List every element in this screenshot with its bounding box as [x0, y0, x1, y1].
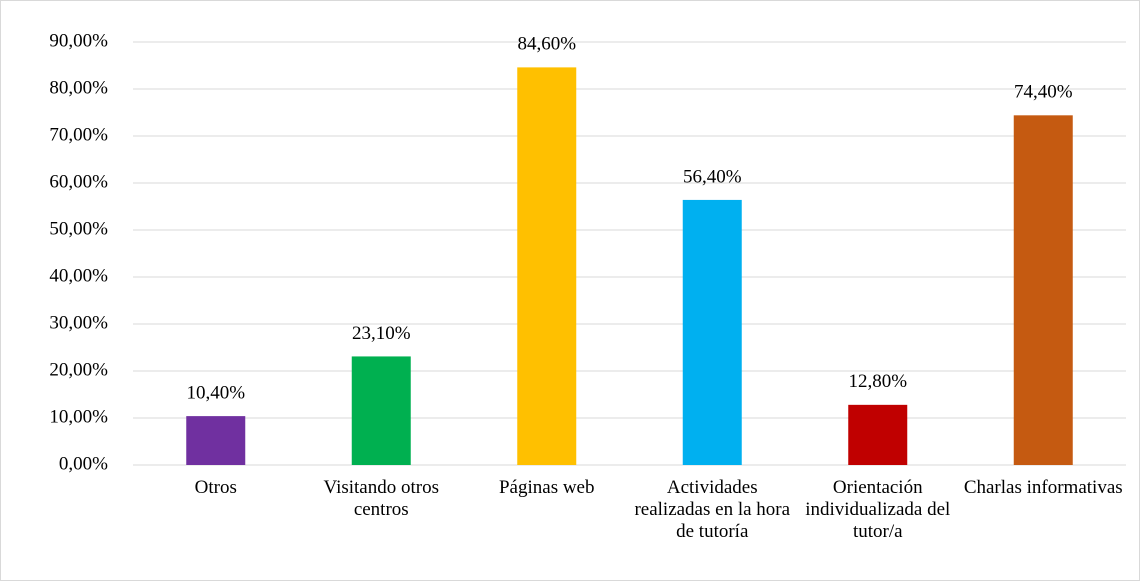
bar: [351, 356, 411, 465]
y-tick-label: 10,00%: [49, 406, 108, 427]
value-label: 74,40%: [1014, 82, 1073, 103]
y-tick-label: 0,00%: [59, 453, 108, 474]
y-tick-label: 50,00%: [49, 218, 108, 239]
bar: [682, 199, 742, 466]
y-tick-label: 20,00%: [49, 359, 108, 380]
y-tick-label: 30,00%: [49, 312, 108, 333]
value-label: 84,60%: [517, 34, 576, 55]
y-tick-label: 40,00%: [49, 265, 108, 286]
y-tick-label: 70,00%: [49, 124, 108, 145]
x-tick-label: Páginas web: [498, 477, 595, 498]
value-label: 12,80%: [848, 371, 907, 392]
bar: [517, 67, 577, 465]
value-label: 10,40%: [186, 382, 245, 403]
y-tick-label: 80,00%: [49, 77, 108, 98]
x-tick-label: Visitando otros centros: [323, 477, 440, 520]
y-tick-label: 60,00%: [49, 171, 108, 192]
value-label: 56,40%: [683, 166, 742, 187]
value-label: 23,10%: [352, 323, 411, 344]
x-tick-label: Otros: [194, 477, 237, 498]
bar: [186, 416, 246, 465]
x-tick-label: Orientación individualizada del tutor/a: [805, 477, 951, 542]
bar: [848, 404, 908, 465]
bar: [1013, 115, 1073, 465]
x-tick-label: Actividades realizadas en la hora de tut…: [634, 477, 791, 542]
x-tick-label: Charlas informativas: [963, 477, 1123, 498]
y-tick-label: 90,00%: [49, 30, 108, 51]
